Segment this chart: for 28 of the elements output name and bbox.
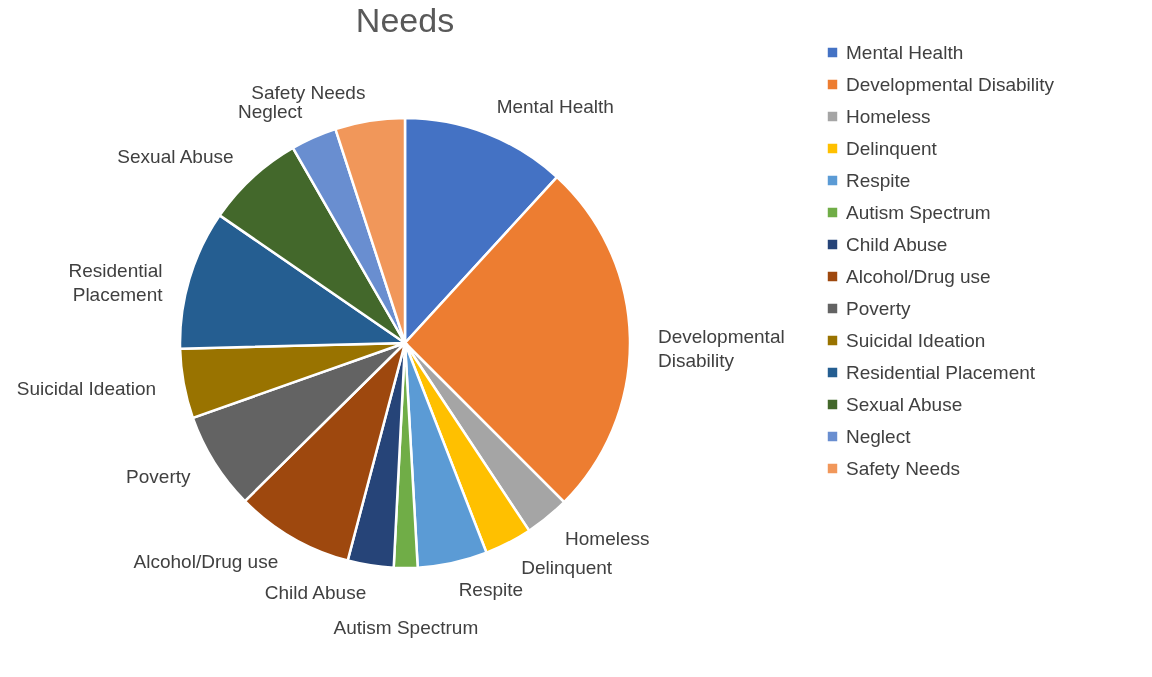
legend-label: Neglect (846, 425, 912, 447)
legend-label: Alcohol/Drug use (846, 265, 991, 287)
legend-label: Mental Health (846, 41, 964, 63)
slice-label: Mental Health (496, 96, 614, 118)
slice-label: Alcohol/Drug use (133, 550, 279, 572)
slice-label: Suicidal Ideation (16, 377, 157, 399)
legend-label: Autism Spectrum (846, 201, 991, 223)
slice-label: Safety Needs (251, 82, 366, 104)
slice-label: Developmental Disability (657, 326, 785, 372)
legend-label: Safety Needs (846, 457, 961, 479)
slice-label: Poverty (126, 466, 192, 488)
slice-label: Autism Spectrum (333, 617, 479, 638)
legend-label: Respite (846, 169, 911, 191)
legend-label: Delinquent (846, 137, 938, 159)
slice-label: Residential Placement (68, 259, 164, 305)
slice-label: Delinquent (521, 556, 613, 578)
legend-label: Residential Placement (846, 361, 1036, 383)
legend-label: Poverty (846, 297, 911, 319)
slice-label: Respite (458, 579, 524, 601)
legend-label: Homeless (846, 105, 931, 127)
slice-label: Sexual Abuse (117, 145, 234, 167)
slice-label: Homeless (565, 527, 650, 549)
slice-label: Child Abuse (264, 582, 367, 604)
chart-title: Needs (355, 1, 455, 39)
legend-label: Suicidal Ideation (846, 329, 986, 351)
legend-label: Child Abuse (846, 233, 948, 255)
legend-label: Sexual Abuse (846, 393, 963, 415)
legend-label: Developmental Disability (846, 73, 1055, 95)
